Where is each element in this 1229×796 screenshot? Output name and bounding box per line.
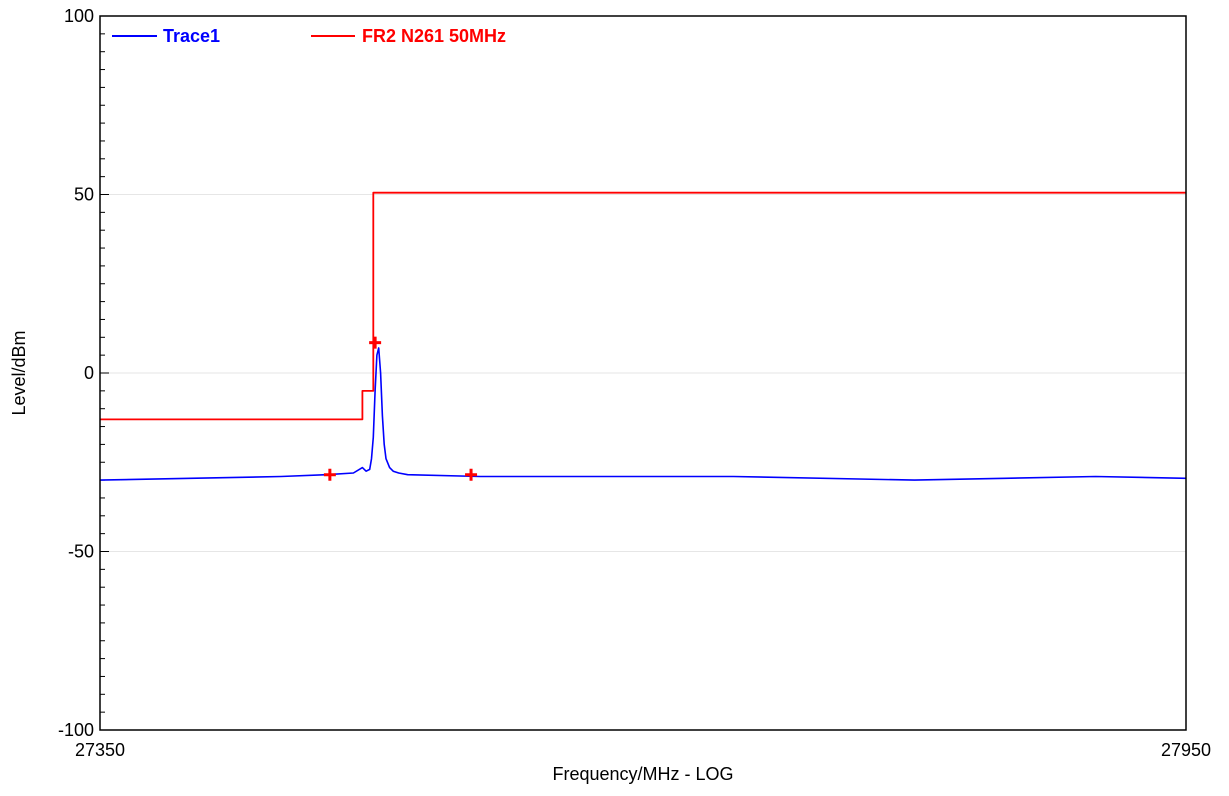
legend-label-fr2: FR2 N261 50MHz <box>362 26 506 46</box>
marker-layer <box>323 336 478 481</box>
plot-frame <box>99 15 1187 731</box>
series-line-trace1 <box>99 347 1187 481</box>
marker-point-1 <box>369 336 382 349</box>
y-axis-title: Level/dBm <box>9 330 29 415</box>
label-layer: Level/dBm Frequency/MHz - LOG <box>9 330 734 784</box>
y-tick-label-2: 0 <box>84 363 94 383</box>
y-tick-label-3: -50 <box>68 542 94 562</box>
series-layer <box>99 191 1187 481</box>
series-line-fr2-n261 <box>100 191 1186 421</box>
grid-layer <box>100 194 1186 552</box>
marker-point-0 <box>323 468 336 481</box>
legend-label-trace1: Trace1 <box>163 26 220 46</box>
legend: Trace1 FR2 N261 50MHz <box>112 26 506 46</box>
x-axis-title: Frequency/MHz - LOG <box>552 764 733 784</box>
y-tick-label-0: 100 <box>64 6 94 26</box>
x-tick-label-1: 27950 <box>1161 740 1211 760</box>
y-tick-label-4: -100 <box>58 720 94 740</box>
x-tick-label-0: 27350 <box>75 740 125 760</box>
marker-point-2 <box>465 468 478 481</box>
y-tick-label-1: 50 <box>74 185 94 205</box>
